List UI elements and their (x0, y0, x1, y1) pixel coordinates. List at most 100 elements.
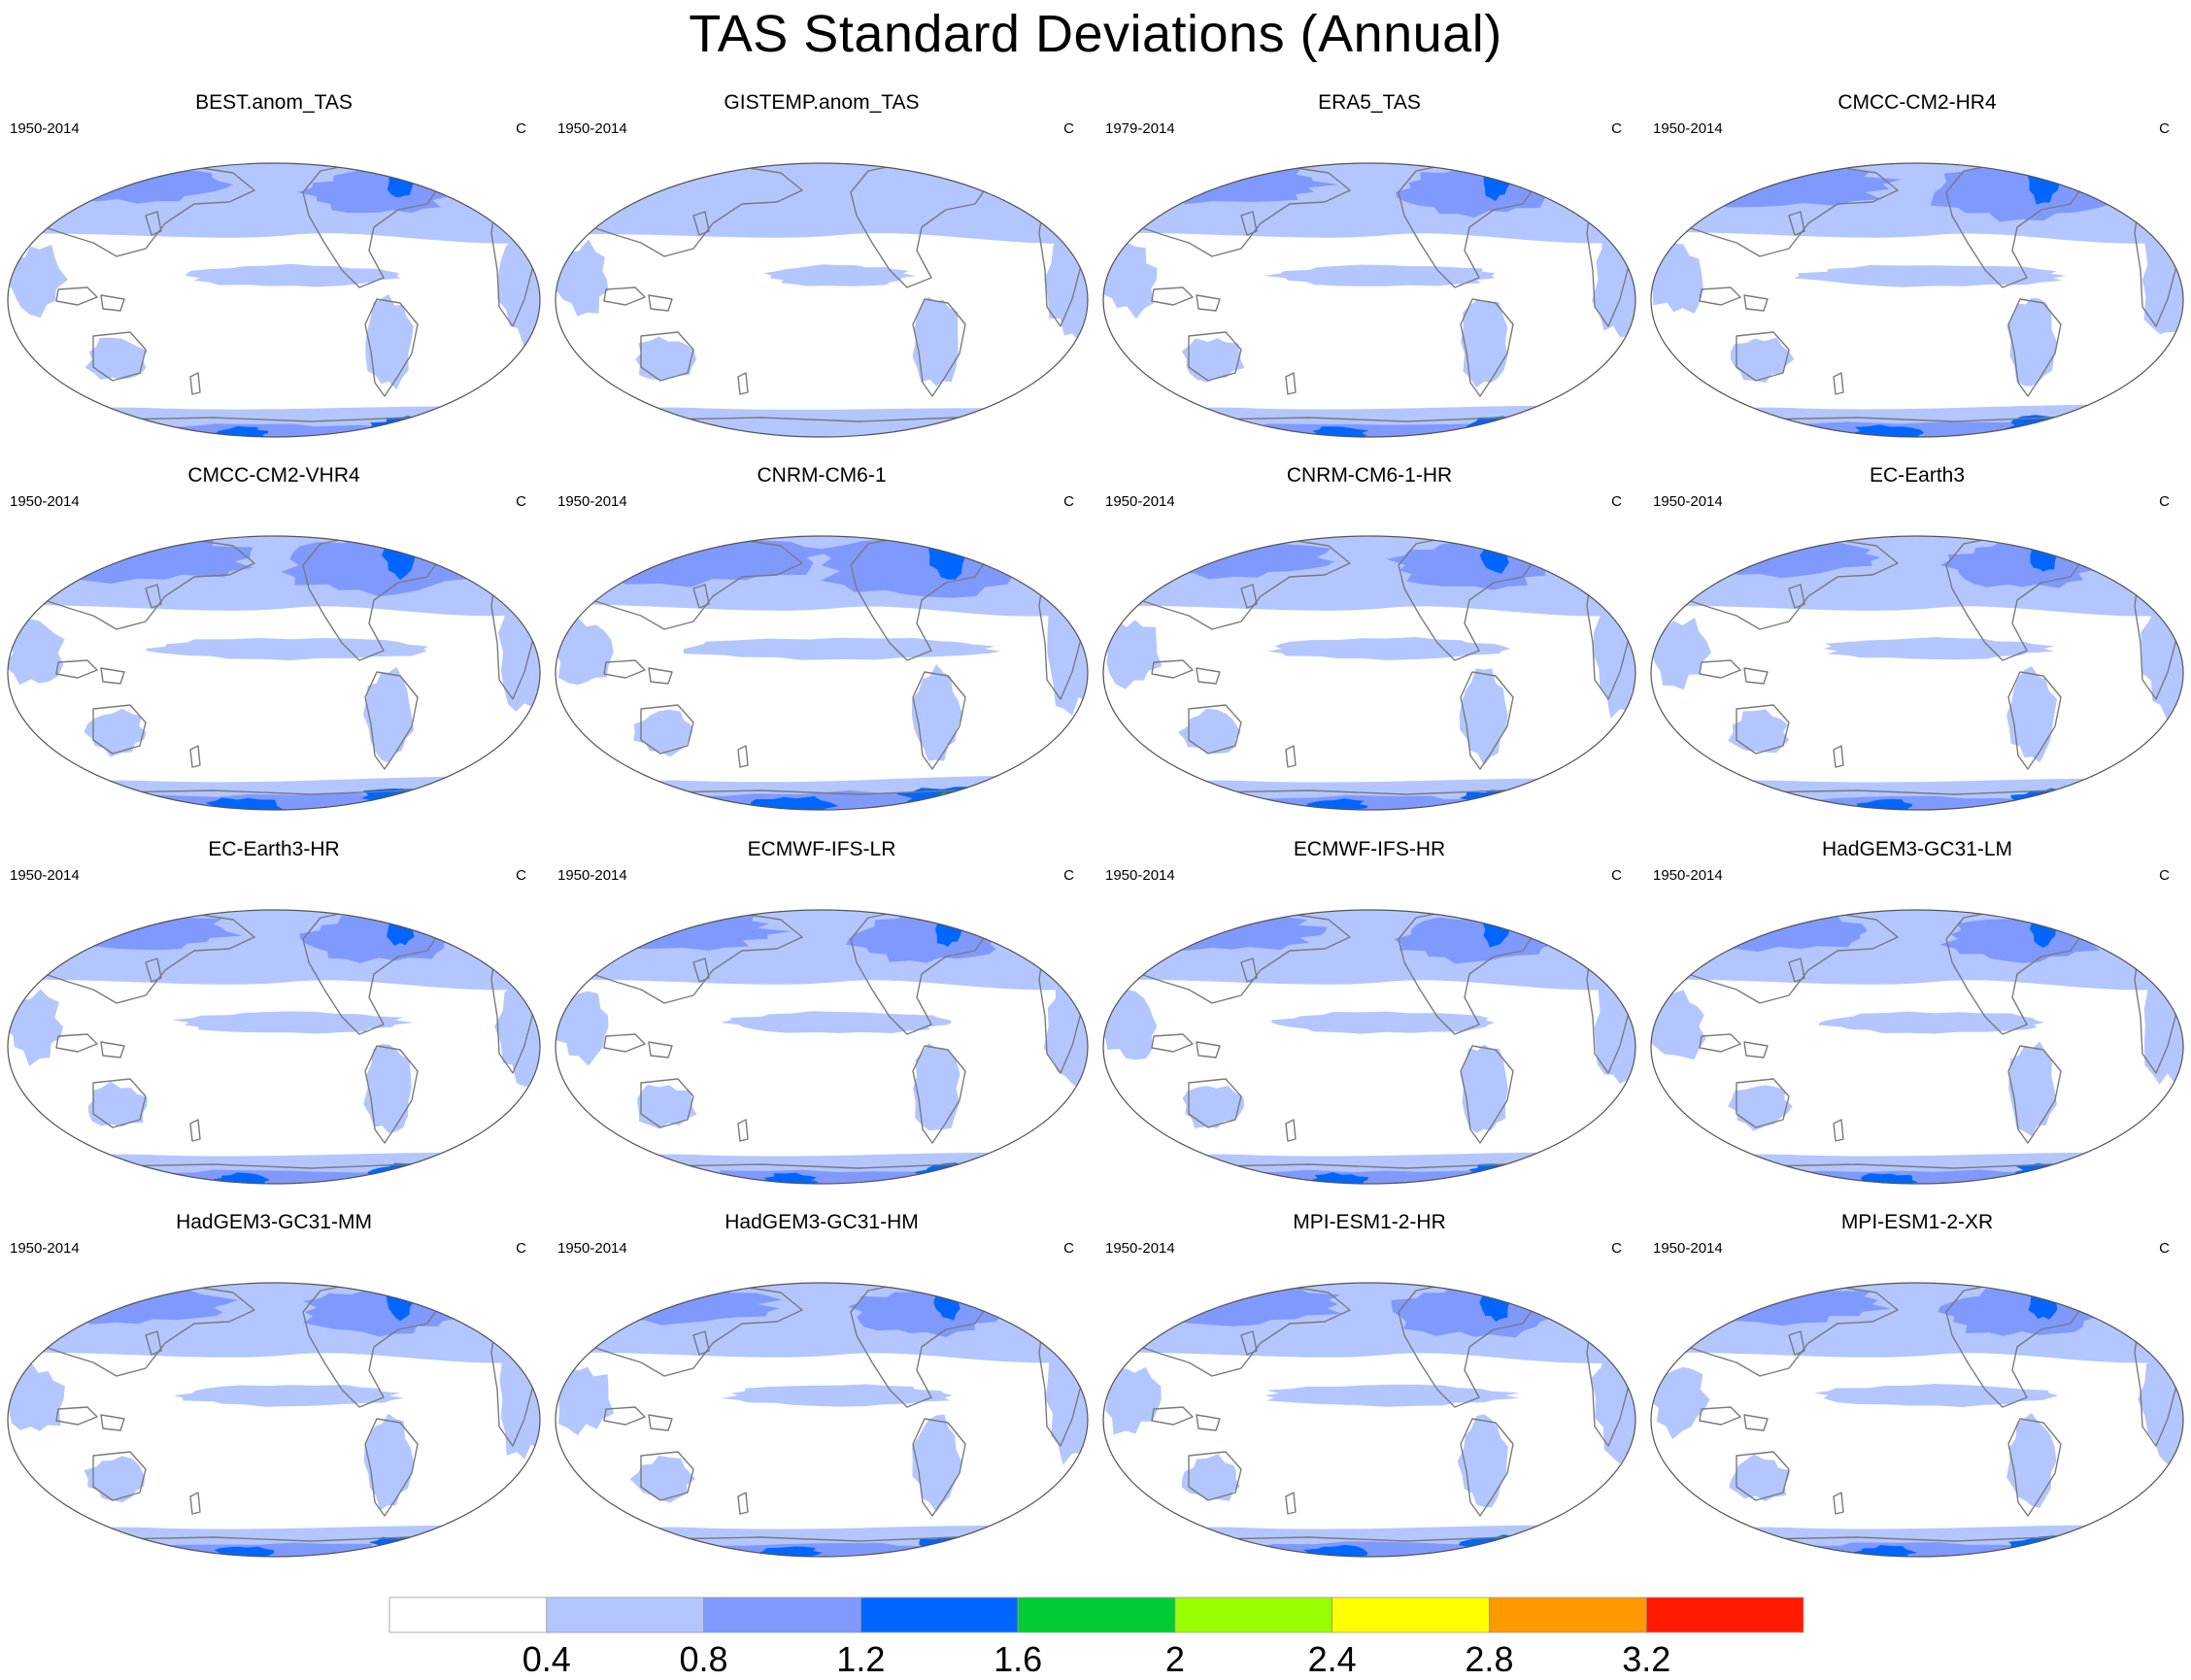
panel-period: 1979-2014 (1105, 120, 1175, 137)
map-panel: GISTEMP.anom_TAS 1950-2014 C (548, 91, 1096, 465)
panel-units: C (1611, 867, 1622, 884)
colorbar-swatch (1489, 1596, 1647, 1633)
colorbar-swatch (703, 1596, 861, 1633)
panel-period: 1950-2014 (10, 1240, 80, 1257)
colorbar-swatch (1331, 1596, 1490, 1633)
panel-period: 1950-2014 (1653, 1240, 1723, 1257)
map-panel: CNRM-CM6-1 1950-2014 C (548, 464, 1096, 838)
map-panel: EC-Earth3-HR 1950-2014 C (0, 838, 548, 1212)
panel-units: C (2159, 120, 2170, 137)
colorbar-tick-label: 2.8 (1465, 1639, 1514, 1679)
map-panel: BEST.anom_TAS 1950-2014 C (0, 91, 548, 465)
map-svg (1650, 1282, 2184, 1558)
map-svg (7, 909, 541, 1185)
panel-title: BEST.anom_TAS (195, 91, 353, 114)
colorbar-swatch (546, 1596, 704, 1633)
panel-title: CNRM-CM6-1-HR (1286, 464, 1453, 487)
map-svg (555, 1282, 1089, 1558)
panel-title: HadGEM3-GC31-LM (1821, 838, 2013, 860)
map-svg (1102, 535, 1636, 811)
map-panel: CMCC-CM2-HR4 1950-2014 C (1643, 91, 2191, 465)
colorbar-tick-label: 1.2 (836, 1639, 886, 1679)
panel-title: ERA5_TAS (1318, 91, 1421, 114)
colorbar-tick-label: 3.2 (1622, 1639, 1671, 1679)
colorbar-swatch (1645, 1596, 1804, 1633)
colorbar-tick-label: 2.4 (1307, 1639, 1357, 1679)
panel-title: GISTEMP.anom_TAS (724, 91, 920, 114)
map-svg (1650, 909, 2184, 1185)
panel-period: 1950-2014 (1653, 867, 1723, 884)
panel-units: C (516, 493, 526, 510)
panel-title: ECMWF-IFS-LR (747, 838, 896, 860)
colorbar-swatch (1017, 1596, 1176, 1633)
panel-units: C (1063, 867, 1074, 884)
colorbar-tick-label: 0.8 (679, 1639, 728, 1679)
panel-period: 1950-2014 (1105, 867, 1175, 884)
colorbar-tick-label: 1.6 (994, 1639, 1043, 1679)
map-panel: ECMWF-IFS-LR 1950-2014 C (548, 838, 1096, 1212)
panel-period: 1950-2014 (1653, 493, 1723, 510)
panel-period: 1950-2014 (557, 867, 627, 884)
panel-period: 1950-2014 (557, 1240, 627, 1257)
map-panel: HadGEM3-GC31-HM 1950-2014 C (548, 1211, 1096, 1585)
panel-period: 1950-2014 (557, 493, 627, 510)
page-title: TAS Standard Deviations (Annual) (689, 5, 1502, 63)
colorbar-tick-label: 0.4 (522, 1639, 571, 1679)
map-svg (7, 1282, 541, 1558)
panel-title: HadGEM3-GC31-HM (725, 1211, 919, 1233)
map-panel: HadGEM3-GC31-LM 1950-2014 C (1643, 838, 2191, 1212)
colorbar-svg (388, 1596, 1804, 1633)
map-panel: CNRM-CM6-1-HR 1950-2014 C (1096, 464, 1643, 838)
map-svg (1650, 535, 2184, 811)
panel-period: 1950-2014 (10, 493, 80, 510)
panel-units: C (1611, 493, 1622, 510)
panel-title: ECMWF-IFS-HR (1293, 838, 1446, 860)
panel-period: 1950-2014 (10, 120, 80, 137)
map-svg (555, 535, 1089, 811)
map-panel: HadGEM3-GC31-MM 1950-2014 C (0, 1211, 548, 1585)
map-svg (555, 162, 1089, 438)
colorbar-swatch (860, 1596, 1019, 1633)
map-svg (7, 535, 541, 811)
panel-title: CNRM-CM6-1 (757, 464, 887, 487)
map-panel: ECMWF-IFS-HR 1950-2014 C (1096, 838, 1643, 1212)
panel-title: EC-Earth3-HR (208, 838, 340, 860)
panel-period: 1950-2014 (557, 120, 627, 137)
panel-units: C (2159, 867, 2170, 884)
panel-units: C (2159, 493, 2170, 510)
map-panel: ERA5_TAS 1979-2014 C (1096, 91, 1643, 465)
map-panel: MPI-ESM1-2-HR 1950-2014 C (1096, 1211, 1643, 1585)
panel-units: C (1063, 493, 1074, 510)
colorbar-swatch (1174, 1596, 1333, 1633)
map-svg (1102, 1282, 1636, 1558)
panel-units: C (1063, 1240, 1074, 1257)
colorbar-swatch (388, 1596, 548, 1633)
panel-period: 1950-2014 (10, 867, 80, 884)
map-svg (1650, 162, 2184, 438)
map-svg (555, 909, 1089, 1185)
panel-units: C (2159, 1240, 2170, 1257)
colorbar-tick-label: 2 (1164, 1639, 1185, 1679)
map-panel: EC-Earth3 1950-2014 C (1643, 464, 2191, 838)
panel-title: CMCC-CM2-VHR4 (187, 464, 360, 487)
map-panel: MPI-ESM1-2-XR 1950-2014 C (1643, 1211, 2191, 1585)
panel-title: MPI-ESM1-2-XR (1840, 1211, 1994, 1233)
panel-period: 1950-2014 (1105, 493, 1175, 510)
panel-period: 1950-2014 (1653, 120, 1723, 137)
panel-units: C (1611, 1240, 1622, 1257)
map-svg (7, 162, 541, 438)
panel-title: CMCC-CM2-HR4 (1837, 91, 1997, 114)
map-panel: CMCC-CM2-VHR4 1950-2014 C (0, 464, 548, 838)
map-svg (1102, 162, 1636, 438)
panel-units: C (516, 867, 526, 884)
panel-title: MPI-ESM1-2-HR (1293, 1211, 1446, 1233)
map-svg (1102, 909, 1636, 1185)
panel-period: 1950-2014 (1105, 1240, 1175, 1257)
panel-title: HadGEM3-GC31-MM (176, 1211, 372, 1233)
panel-units: C (516, 120, 526, 137)
panel-units: C (1063, 120, 1074, 137)
panel-units: C (516, 1240, 526, 1257)
panel-units: C (1611, 120, 1622, 137)
panel-title: EC-Earth3 (1869, 464, 1966, 487)
colorbar (388, 1596, 1804, 1638)
